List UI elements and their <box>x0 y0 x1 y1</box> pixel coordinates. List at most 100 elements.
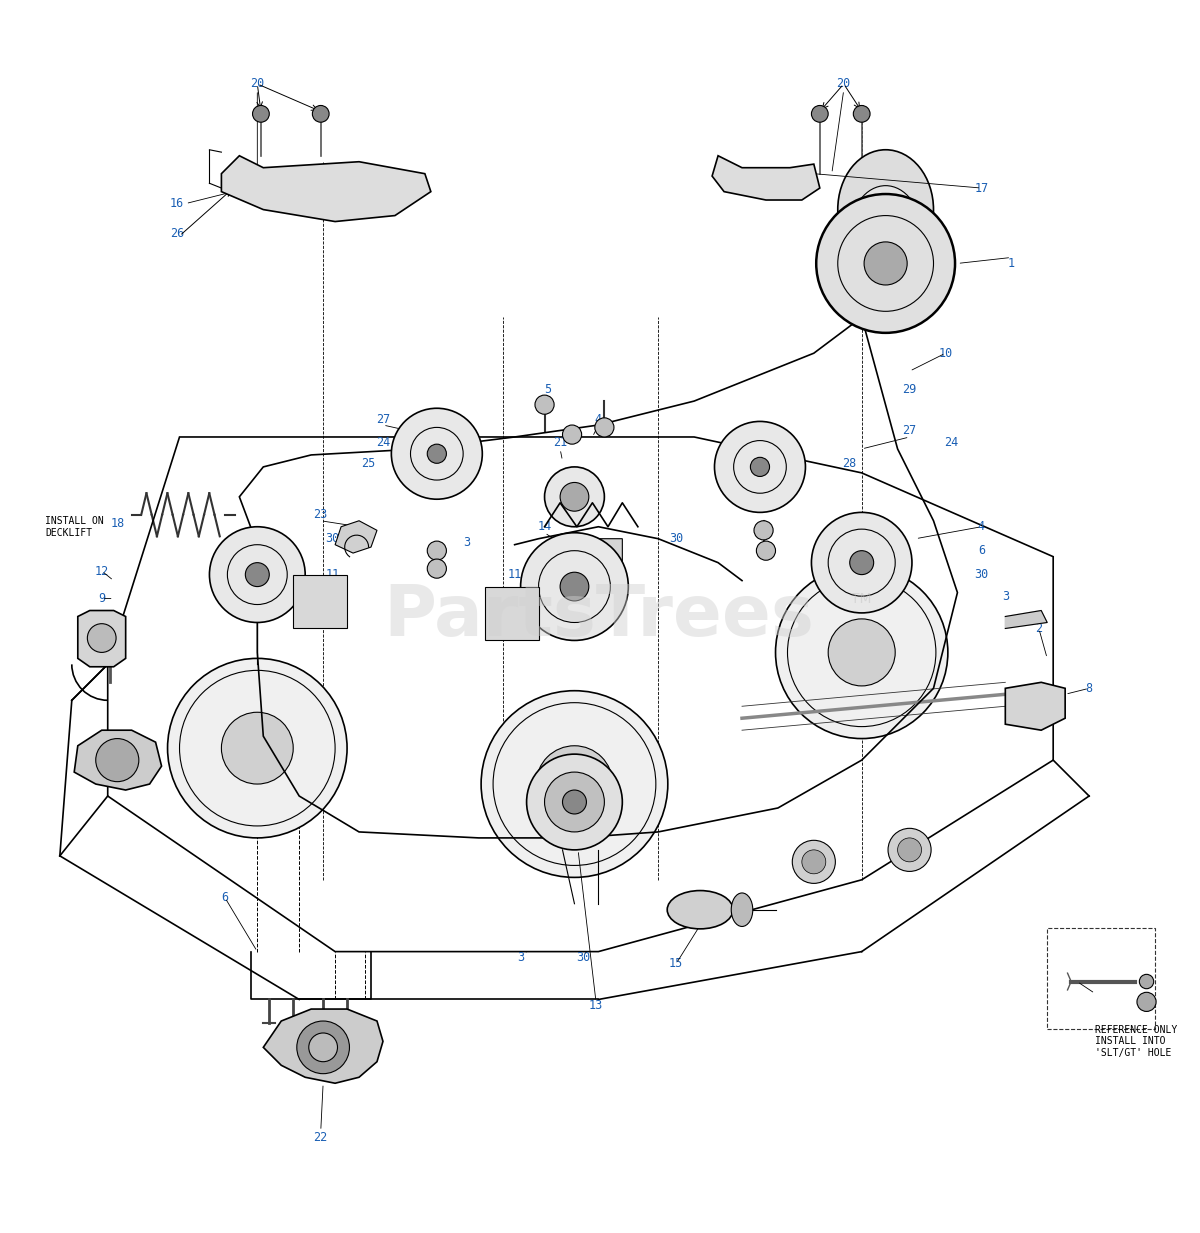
Circle shape <box>545 467 605 526</box>
Text: 24: 24 <box>944 436 959 450</box>
Text: 25: 25 <box>586 502 600 515</box>
Text: 12: 12 <box>95 565 109 577</box>
Circle shape <box>308 1033 337 1062</box>
Circle shape <box>427 541 446 560</box>
Circle shape <box>714 422 805 513</box>
Polygon shape <box>1006 610 1048 629</box>
Text: 17: 17 <box>974 181 989 195</box>
Polygon shape <box>485 587 539 640</box>
Text: 27: 27 <box>376 413 390 425</box>
Text: 11: 11 <box>508 568 522 581</box>
Text: 3: 3 <box>1002 589 1009 603</box>
Text: 1: 1 <box>1008 256 1015 270</box>
Text: 6: 6 <box>978 544 985 557</box>
Text: 14: 14 <box>538 520 552 533</box>
Circle shape <box>756 541 775 560</box>
Text: PartsTrees: PartsTrees <box>383 582 814 651</box>
Circle shape <box>168 658 347 838</box>
Polygon shape <box>293 575 347 629</box>
Polygon shape <box>551 539 623 575</box>
Text: 25: 25 <box>361 456 376 470</box>
Circle shape <box>535 395 554 414</box>
Text: 23: 23 <box>313 508 328 522</box>
Text: 4: 4 <box>595 413 602 425</box>
Text: INSTALL ON
DECKLIFT: INSTALL ON DECKLIFT <box>46 515 104 538</box>
Circle shape <box>1136 993 1156 1011</box>
Circle shape <box>828 619 895 686</box>
Circle shape <box>427 559 446 578</box>
Text: 19: 19 <box>406 448 420 460</box>
Text: TM: TM <box>852 592 872 605</box>
Circle shape <box>560 572 589 600</box>
Ellipse shape <box>838 149 934 270</box>
Text: 15: 15 <box>670 957 683 970</box>
Text: 20: 20 <box>836 78 851 90</box>
Circle shape <box>563 790 587 814</box>
Circle shape <box>545 772 605 832</box>
Text: 16: 16 <box>170 197 185 210</box>
Text: 30: 30 <box>325 533 340 545</box>
Text: 24: 24 <box>376 436 390 450</box>
Circle shape <box>595 418 614 436</box>
Circle shape <box>96 739 139 782</box>
Text: 5: 5 <box>545 382 552 396</box>
Text: 6: 6 <box>222 891 228 904</box>
Text: 2: 2 <box>1036 621 1043 635</box>
Text: 30: 30 <box>576 951 590 964</box>
Text: 27: 27 <box>902 424 917 438</box>
Circle shape <box>1139 974 1153 989</box>
Circle shape <box>898 838 922 862</box>
Text: 7: 7 <box>116 736 124 748</box>
Text: 8: 8 <box>1086 682 1093 695</box>
Polygon shape <box>335 520 377 554</box>
Polygon shape <box>1006 682 1066 730</box>
Text: 11: 11 <box>325 568 340 581</box>
Circle shape <box>312 106 329 122</box>
Text: 10: 10 <box>938 346 953 360</box>
Circle shape <box>427 444 446 464</box>
Circle shape <box>391 408 482 499</box>
Ellipse shape <box>731 893 752 926</box>
Circle shape <box>792 841 835 883</box>
Ellipse shape <box>850 186 922 281</box>
Text: 30: 30 <box>670 533 683 545</box>
Polygon shape <box>263 1009 383 1084</box>
Text: 13: 13 <box>589 999 604 1012</box>
Text: 3: 3 <box>517 951 524 964</box>
Bar <box>1048 927 1154 1030</box>
Circle shape <box>850 551 874 575</box>
Text: 18: 18 <box>110 517 125 530</box>
Text: 26: 26 <box>170 227 185 240</box>
Circle shape <box>222 713 293 784</box>
Polygon shape <box>222 155 431 222</box>
Circle shape <box>296 1021 349 1074</box>
Circle shape <box>811 106 828 122</box>
Text: 3: 3 <box>463 536 470 549</box>
Circle shape <box>481 690 668 878</box>
Text: 22: 22 <box>313 1131 328 1144</box>
Circle shape <box>560 482 589 512</box>
Text: 30: 30 <box>974 568 989 581</box>
Circle shape <box>210 526 305 623</box>
Circle shape <box>802 850 826 874</box>
Text: 3: 3 <box>293 592 300 605</box>
Text: 29: 29 <box>902 382 917 396</box>
Circle shape <box>88 624 116 652</box>
Polygon shape <box>78 610 126 667</box>
Circle shape <box>563 425 582 444</box>
Circle shape <box>252 106 269 122</box>
Circle shape <box>864 242 907 285</box>
Text: 9: 9 <box>98 592 106 605</box>
Polygon shape <box>712 155 820 200</box>
Circle shape <box>888 829 931 872</box>
Circle shape <box>754 520 773 540</box>
Text: 21: 21 <box>553 436 568 450</box>
Circle shape <box>527 755 623 850</box>
Circle shape <box>536 746 613 822</box>
Circle shape <box>521 533 629 640</box>
Circle shape <box>853 106 870 122</box>
Text: REFERENCE ONLY
INSTALL INTO
'SLT/GT' HOLE: REFERENCE ONLY INSTALL INTO 'SLT/GT' HOL… <box>1096 1025 1177 1058</box>
Ellipse shape <box>667 890 733 928</box>
Circle shape <box>775 566 948 739</box>
Circle shape <box>245 562 269 587</box>
